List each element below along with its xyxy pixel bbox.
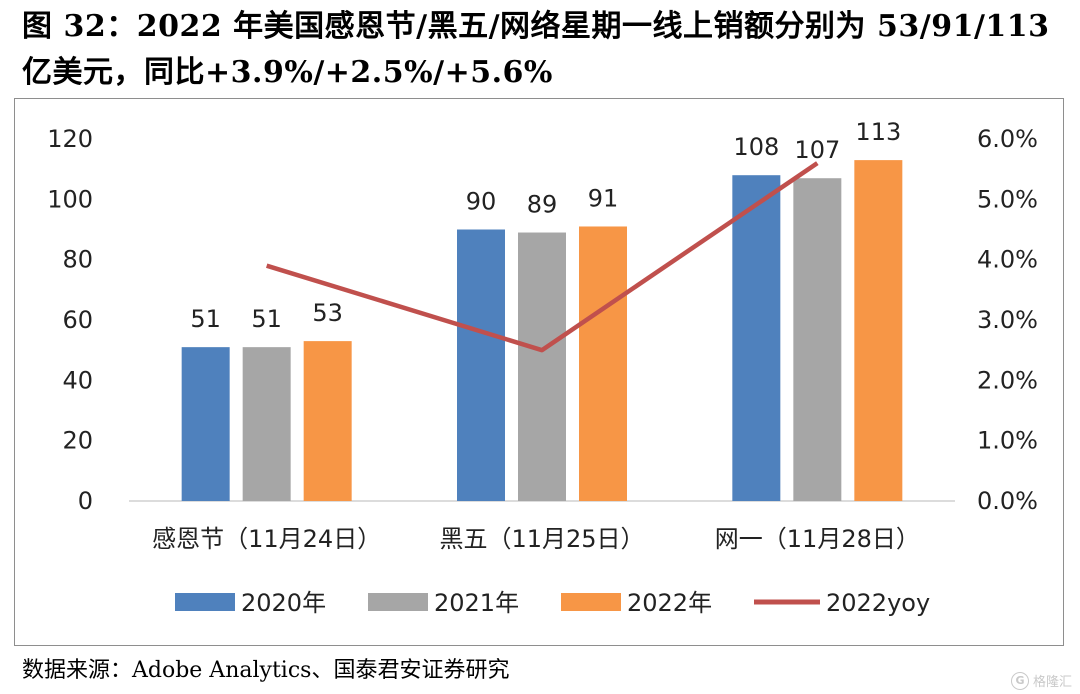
y-right-tick-label: 0.0% <box>977 487 1038 515</box>
source-note: 数据来源：Adobe Analytics、国泰君安证券研究 <box>22 658 510 683</box>
y-left-tick-label: 20 <box>62 427 93 455</box>
bar-data-label: 89 <box>527 191 558 219</box>
bar-data-label: 90 <box>466 188 497 216</box>
legend-swatch <box>175 593 235 611</box>
y-right-tick-label: 3.0% <box>977 306 1038 334</box>
watermark-text: 格隆汇 <box>1032 675 1072 690</box>
watermark-logo-icon: G <box>1010 671 1029 690</box>
legend-label: 2022yoy <box>826 589 930 617</box>
y-right-tick-label: 2.0% <box>977 366 1038 394</box>
bar-data-label: 53 <box>312 299 343 327</box>
bar-data-label: 51 <box>190 305 221 333</box>
y-left-tick-label: 0 <box>78 487 93 515</box>
y-right-tick-label: 4.0% <box>977 246 1038 274</box>
y-left-tick-label: 60 <box>62 306 93 334</box>
y-right-tick-label: 5.0% <box>977 185 1038 213</box>
x-tick-label: 黑五（11月25日） <box>439 525 644 553</box>
bar-data-label: 107 <box>794 136 840 164</box>
legend-swatch <box>561 593 621 611</box>
series-line-2022yoy <box>266 161 819 353</box>
bar <box>242 347 291 501</box>
y-left-tick-label: 40 <box>62 366 93 394</box>
y-right-tick-label: 6.0% <box>977 125 1038 153</box>
y-right-tick-label: 1.0% <box>977 427 1038 455</box>
x-tick-label: 网一（11月28日） <box>715 525 920 553</box>
y-left-tick-label: 80 <box>62 246 93 274</box>
figure-title: 图 32：2022 年美国感恩节/黑五/网络星期一线上销额分别为 53/91/1… <box>22 4 1062 96</box>
legend-swatch <box>368 593 428 611</box>
legend-label: 2021年 <box>434 589 519 617</box>
bar <box>732 175 781 501</box>
bar-data-label: 113 <box>855 118 901 146</box>
bar-data-label: 91 <box>588 184 619 212</box>
title-line-1: 图 32：2022 年美国感恩节/黑五/网络星期一线上销额分别为 53/91/1… <box>22 9 1050 44</box>
y-left-tick-label: 100 <box>47 185 93 213</box>
bar <box>303 341 352 501</box>
chart: 0 20 40 60 80 100 120 0.0% 1.0% 2.0% 3.0% 4.0% 5.0% 6… <box>47 118 1038 617</box>
legend-label: 2020年 <box>241 589 326 617</box>
title-line-2: 亿美元，同比+3.9%/+2.5%/+5.6% <box>22 55 553 90</box>
bar-data-label: 108 <box>733 133 779 161</box>
watermark: G 格隆汇 <box>1010 671 1072 690</box>
x-tick-label: 感恩节（11月24日） <box>152 525 381 553</box>
bar <box>854 160 903 501</box>
bar-data-label: 51 <box>251 305 282 333</box>
bar <box>518 232 566 501</box>
chart-frame: 0 20 40 60 80 100 120 0.0% 1.0% 2.0% 3.0% 4.0% 5.0% 6… <box>14 98 1064 646</box>
y-left-tick-label: 120 <box>47 125 93 153</box>
legend-label: 2022年 <box>627 589 712 617</box>
bar <box>181 347 230 501</box>
bar <box>579 226 627 501</box>
bar <box>457 229 505 501</box>
bar <box>793 178 842 501</box>
